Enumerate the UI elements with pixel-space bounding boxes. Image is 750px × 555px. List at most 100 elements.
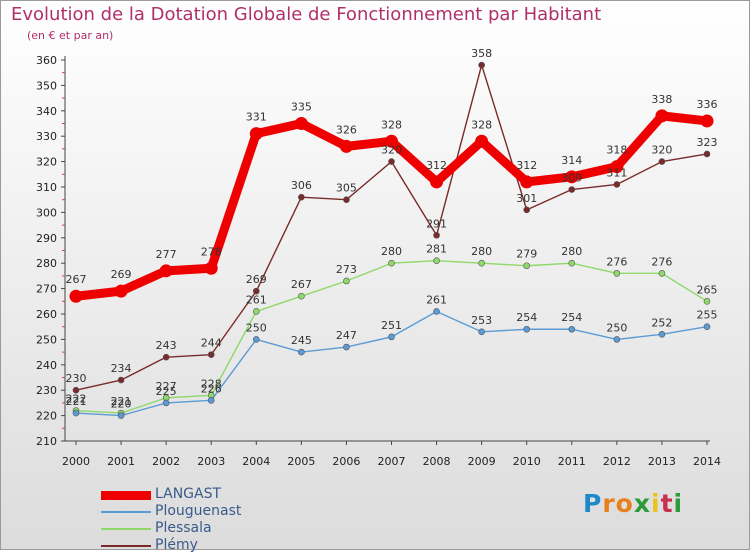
data-point xyxy=(388,158,395,165)
logo-letter: r xyxy=(602,489,616,518)
data-point xyxy=(433,308,440,315)
data-label: 269 xyxy=(246,273,267,286)
data-label: 252 xyxy=(651,316,672,329)
data-label: 265 xyxy=(697,283,718,296)
x-tick-label: 2012 xyxy=(603,455,631,468)
axes: 210 220 230 240 250 260 270 280 290 300 310 320 330 3… xyxy=(36,54,721,468)
data-point xyxy=(478,61,485,69)
logo-letter: i xyxy=(651,489,661,518)
data-label: 227 xyxy=(156,380,177,393)
y-tick-label: 230 xyxy=(36,384,57,397)
data-label: 312 xyxy=(426,159,447,172)
data-label: 267 xyxy=(291,278,312,291)
data-point xyxy=(343,277,350,285)
x-tick-label: 2009 xyxy=(468,455,496,468)
y-tick-label: 360 xyxy=(36,54,57,67)
data-label: 243 xyxy=(156,339,177,352)
data-point xyxy=(613,336,621,343)
data-label: 280 xyxy=(561,245,582,258)
data-label: 221 xyxy=(66,395,87,408)
data-point xyxy=(613,270,621,277)
data-point xyxy=(117,412,125,419)
data-label: 306 xyxy=(291,179,312,192)
data-point xyxy=(433,257,440,264)
data-label: 328 xyxy=(381,118,402,131)
legend-swatch xyxy=(101,528,151,530)
data-point xyxy=(568,186,576,193)
data-point xyxy=(159,264,173,278)
data-label: 226 xyxy=(201,382,222,395)
data-point xyxy=(298,193,305,201)
data-point xyxy=(388,333,395,341)
data-label: 314 xyxy=(561,154,582,167)
data-point xyxy=(117,376,125,384)
legend-swatch xyxy=(101,511,151,513)
data-label: 255 xyxy=(697,309,718,322)
data-point xyxy=(162,399,170,407)
logo-letter: i xyxy=(673,489,684,518)
y-tick-label: 290 xyxy=(36,232,57,245)
data-point xyxy=(204,261,218,275)
y-tick-label: 330 xyxy=(36,130,57,143)
data-label: 245 xyxy=(291,334,312,347)
data-label: 323 xyxy=(697,136,718,149)
data-point xyxy=(114,284,128,298)
logo-letter: t xyxy=(660,489,674,518)
data-point xyxy=(478,328,485,336)
data-point xyxy=(162,353,170,361)
data-label: 311 xyxy=(606,166,627,179)
data-label: 301 xyxy=(516,192,537,205)
legend-label: LANGAST xyxy=(155,486,222,502)
data-point xyxy=(298,292,305,300)
data-point xyxy=(475,134,489,148)
y-tick-label: 210 xyxy=(36,435,57,448)
proxiti-logo: Proxiti xyxy=(583,489,683,518)
data-label: 312 xyxy=(516,159,537,172)
data-label: 278 xyxy=(201,245,222,258)
legend-label: Plessala xyxy=(155,520,212,536)
data-label: 336 xyxy=(697,98,718,111)
data-label: 221 xyxy=(111,395,132,408)
data-label: 277 xyxy=(156,248,177,261)
data-point xyxy=(703,150,711,158)
data-point xyxy=(523,262,531,270)
data-point xyxy=(343,343,350,351)
data-point xyxy=(72,409,80,417)
y-tick-label: 340 xyxy=(36,105,57,118)
data-label: 328 xyxy=(471,118,492,131)
data-point xyxy=(249,127,263,141)
data-label: 254 xyxy=(561,311,582,324)
data-point xyxy=(207,351,215,358)
x-tick-label: 2006 xyxy=(332,455,360,468)
x-tick-label: 2003 xyxy=(197,455,225,468)
logo-letter: P xyxy=(583,489,603,518)
legend-swatch xyxy=(101,490,151,500)
data-label: 228 xyxy=(201,377,222,390)
data-label: 276 xyxy=(606,255,627,268)
series-labels: 267 269 277 278 331 335 326 328 312 328 312 314 318 3… xyxy=(66,47,718,411)
y-tick-label: 320 xyxy=(36,156,57,169)
data-label: 220 xyxy=(111,398,132,411)
legend-label: Plouguenast xyxy=(155,503,242,519)
data-label: 279 xyxy=(516,248,537,261)
x-tick-label: 2014 xyxy=(693,455,721,468)
x-tick-label: 2010 xyxy=(513,455,541,468)
data-point xyxy=(568,325,576,333)
y-tick-label: 310 xyxy=(36,181,57,194)
y-tick-label: 280 xyxy=(36,257,57,270)
y-tick-label: 350 xyxy=(36,79,57,92)
data-point xyxy=(252,308,260,315)
chart-title: Evolution de la Dotation Globale de Fonc… xyxy=(11,4,602,25)
y-tick-label: 250 xyxy=(36,333,57,346)
data-label: 230 xyxy=(66,372,87,385)
data-label: 335 xyxy=(291,101,312,114)
data-label: 261 xyxy=(246,293,267,306)
y-tick-label: 220 xyxy=(36,410,57,423)
data-point xyxy=(72,386,80,394)
data-label: 281 xyxy=(426,243,447,256)
data-label: 326 xyxy=(336,123,357,136)
data-label: 338 xyxy=(651,93,672,106)
data-label: 358 xyxy=(471,47,492,60)
data-point xyxy=(523,325,531,333)
